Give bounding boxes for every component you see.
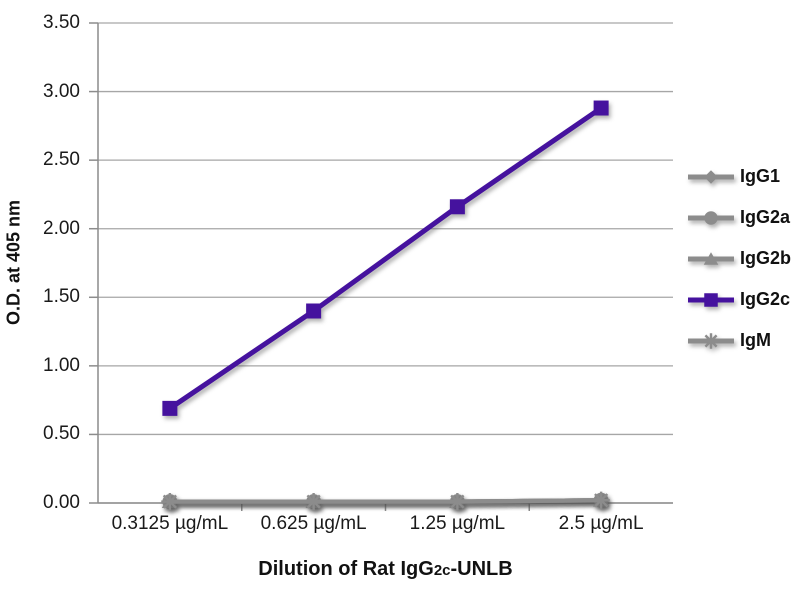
legend: IgG1 IgG2a IgG2b IgG2c IgM [686,156,791,361]
y-tick-label: 2.00 [43,217,80,239]
y-tick-label: 1.00 [43,354,80,376]
y-tick-label: 3.00 [43,80,80,102]
marker-square [162,400,178,416]
x-tick-label: 0.625 µg/mL [260,513,367,534]
series-IgM [161,491,610,511]
marker-circle [704,210,718,225]
legend-key-diamond [688,169,734,184]
legend-item-IgG2b: IgG2b [686,238,791,279]
legend-key-square [688,292,734,307]
marker-square [593,100,609,116]
x-axis-title-suffix: -UNLB [450,558,513,580]
marker-square [449,199,465,215]
y-tick-label: 0.00 [43,492,80,513]
marker-square [704,292,718,307]
series-line [169,498,602,504]
y-tick-label: 3.50 [43,12,80,33]
legend-item-IgG1: IgG1 [686,156,791,197]
y-tick-label: 2.50 [43,149,80,171]
x-axis-title: Dilution of Rat IgG2c-UNLB [98,558,673,581]
legend-label: IgG2b [740,248,792,268]
y-tick-label: 1.50 [43,286,80,308]
legend-key-asterisk [688,332,734,349]
x-axis-title-subscript: 2c [433,562,451,579]
x-tick-label: 1.25 µg/mL [409,513,506,534]
legend-key-circle [688,210,734,225]
legend-label: IgG2c [740,289,791,309]
marker-diamond [704,169,718,184]
legend-item-IgG2a: IgG2a [686,197,791,238]
legend-item-IgG2c: IgG2c [686,279,791,320]
series-line [168,105,603,411]
x-axis-title-prefix: Dilution of Rat IgG [258,558,434,580]
legend-label: IgM [740,330,771,350]
legend-key-triangle [688,251,734,265]
legend-label: IgG1 [740,166,781,186]
y-axis-title: O.D. at 405 nm [3,199,24,326]
x-tick-label: 2.5 µg/mL [558,513,644,534]
x-tick-label: 0.3125 µg/mL [111,513,229,534]
y-tick-label: 0.50 [43,423,80,445]
marker-square [306,303,322,319]
marker-triangle [703,251,719,265]
legend-label: IgG2a [740,207,791,227]
legend-item-IgM: IgM [686,320,791,361]
series-IgG2c [162,100,609,416]
